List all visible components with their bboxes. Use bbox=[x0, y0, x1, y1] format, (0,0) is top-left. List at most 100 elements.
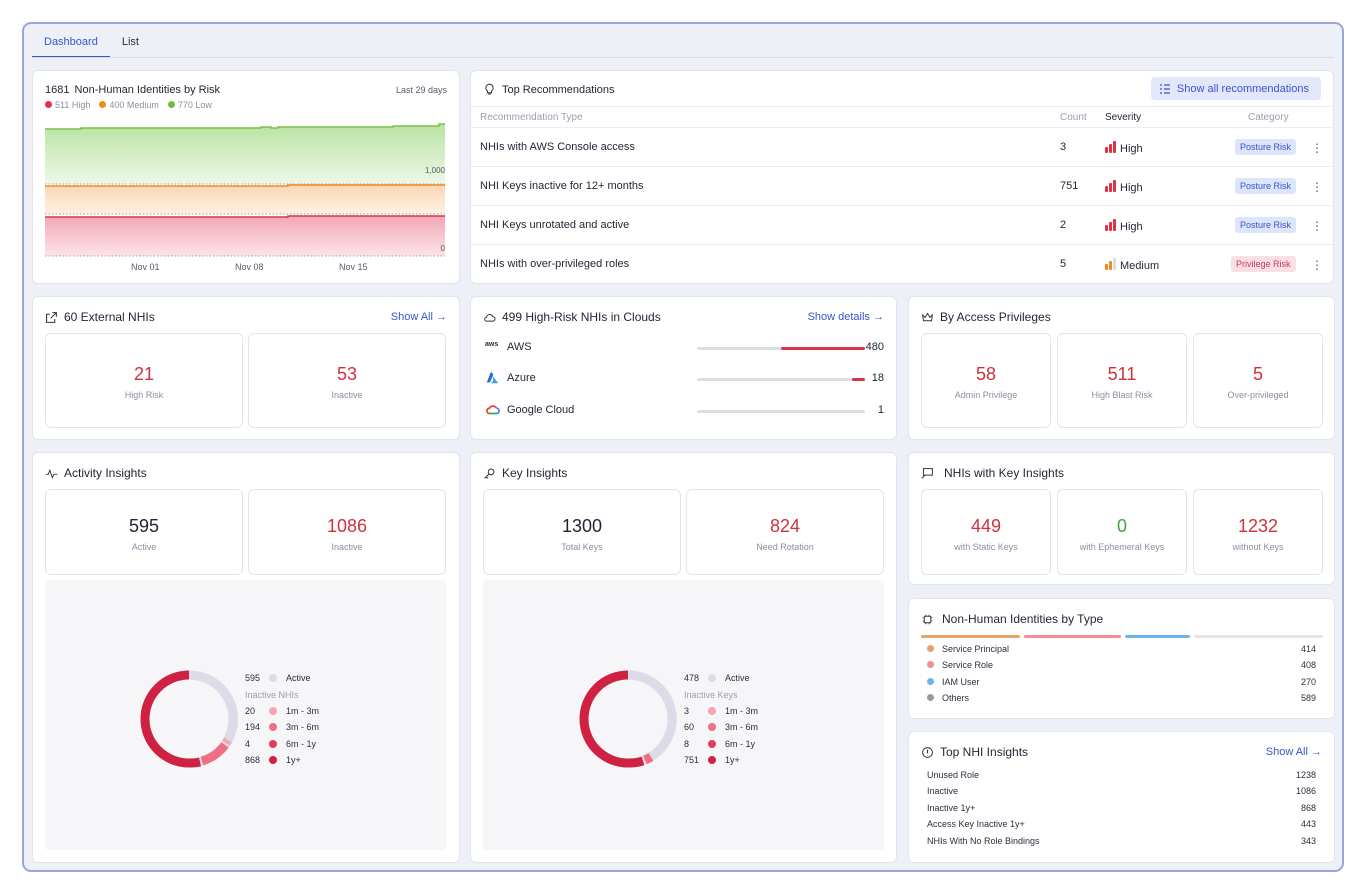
category-badge: Posture Risk bbox=[1235, 217, 1297, 233]
medium-area bbox=[45, 185, 445, 214]
crown-icon bbox=[921, 311, 934, 321]
list-item: Service Role 408 bbox=[927, 660, 1316, 670]
google-cloud-logo-icon bbox=[486, 405, 500, 415]
col-header-count: Count bbox=[1060, 112, 1087, 123]
cloud-row-azure[interactable]: Azure 18 bbox=[483, 369, 884, 391]
show-details-link[interactable]: Show details → bbox=[807, 311, 884, 323]
more-options-icon[interactable]: ⋮ bbox=[1311, 219, 1323, 233]
tab-bar: Dashboard List bbox=[32, 28, 151, 58]
legend-item: 4 6m - 1y bbox=[245, 739, 317, 749]
legend-item: 20 1m - 3m bbox=[245, 706, 320, 716]
more-options-icon[interactable]: ⋮ bbox=[1311, 141, 1323, 155]
category-badge: Posture Risk bbox=[1235, 139, 1297, 155]
legend-item-active: 478 Active bbox=[684, 673, 750, 683]
nhi-by-type-card: Non-Human Identities by Type Service Pri… bbox=[908, 598, 1335, 719]
aws-bar bbox=[697, 347, 865, 350]
stat-static-keys[interactable]: 449 with Static Keys bbox=[921, 489, 1051, 575]
stat-inactive[interactable]: 53 Inactive bbox=[248, 333, 446, 428]
type-bar-iam-user bbox=[1125, 635, 1190, 638]
legend-item: 868 1y+ bbox=[245, 755, 301, 765]
show-all-external-link[interactable]: Show All → bbox=[390, 311, 447, 323]
tab-dashboard[interactable]: Dashboard bbox=[32, 28, 110, 58]
x-label-nov01: Nov 01 bbox=[131, 262, 160, 272]
keys-donut-panel: 478 Active Inactive Keys 3 1m - 3m 60 3m - … bbox=[483, 580, 884, 850]
recommendations-title: Top Recommendations bbox=[483, 83, 615, 96]
list-item[interactable]: Inactive 1086 bbox=[927, 786, 1316, 796]
list-item: Others 589 bbox=[927, 693, 1316, 703]
more-options-icon[interactable]: ⋮ bbox=[1311, 258, 1323, 272]
table-row[interactable]: NHIs with AWS Console access 3 High Post… bbox=[471, 127, 1333, 166]
tab-divider bbox=[32, 57, 1334, 58]
severity-medium-icon bbox=[1105, 258, 1116, 270]
activity-insights-title: Activity Insights bbox=[45, 466, 147, 480]
cloud-row-google[interactable]: Google Cloud 1 bbox=[483, 401, 884, 423]
risk-area-chart bbox=[45, 123, 445, 257]
high-area bbox=[45, 216, 445, 256]
legend-item: 194 3m - 6m bbox=[245, 722, 320, 732]
activity-insights-card: Activity Insights 595 Active 1086 Inacti… bbox=[32, 452, 460, 863]
severity-medium: Medium bbox=[1105, 258, 1159, 272]
risk-legend: 511 High 400 Medium 770 Low bbox=[45, 100, 212, 110]
stat-total-keys[interactable]: 1300 Total Keys bbox=[483, 489, 681, 575]
risk-chart-card: 1681 Non-Human Identities by Risk Last 2… bbox=[32, 70, 460, 284]
legend-item: 8 6m - 1y bbox=[684, 739, 756, 749]
stat-admin-privilege[interactable]: 58 Admin Privilege bbox=[921, 333, 1051, 428]
date-range: Last 29 days bbox=[395, 85, 447, 95]
stat-without-keys[interactable]: 1232 without Keys bbox=[1193, 489, 1323, 575]
legend-medium: 400 Medium bbox=[99, 100, 159, 110]
show-all-recommendations-button[interactable]: Show all recommendations bbox=[1150, 77, 1321, 100]
cloud-icon bbox=[484, 313, 496, 322]
list-item[interactable]: Access Key Inactive 1y+ 443 bbox=[927, 819, 1316, 829]
high-line bbox=[45, 215, 445, 218]
external-nhis-title: 60 External NHIs bbox=[45, 310, 155, 324]
table-row[interactable]: NHIs with over-privileged roles 5 Medium… bbox=[471, 244, 1333, 283]
y-label-1000: 1,000 bbox=[424, 166, 445, 175]
category-badge: Privilege Risk bbox=[1231, 256, 1296, 272]
stat-ephemeral-keys[interactable]: 0 with Ephemeral Keys bbox=[1057, 489, 1187, 575]
stat-inactive[interactable]: 1086 Inactive bbox=[248, 489, 446, 575]
clouds-title: 499 High-Risk NHIs in Clouds bbox=[483, 310, 661, 324]
dashboard-frame: Dashboard List 1681 Non-Human Identities… bbox=[22, 22, 1344, 872]
list-item[interactable]: Inactive 1y+ 868 bbox=[927, 803, 1316, 813]
severity-high: High bbox=[1105, 180, 1143, 194]
category-badge: Posture Risk bbox=[1235, 178, 1297, 194]
type-bar-others bbox=[1194, 635, 1323, 638]
severity-high: High bbox=[1105, 219, 1143, 233]
risk-total: 1681 bbox=[45, 84, 70, 96]
stat-high-blast-risk[interactable]: 511 High Blast Risk bbox=[1057, 333, 1187, 428]
legend-item: 60 3m - 6m bbox=[684, 722, 759, 732]
list-item: Service Principal 414 bbox=[927, 644, 1316, 654]
tab-list[interactable]: List bbox=[121, 36, 139, 48]
stat-high-risk[interactable]: 21 High Risk bbox=[45, 333, 243, 428]
external-nhis-card: 60 External NHIs Show All → 21 High Risk… bbox=[32, 296, 460, 440]
recommendations-card: Top Recommendations Show all recommendat… bbox=[470, 70, 1334, 284]
y-label-0: 0 bbox=[440, 244, 445, 253]
azure-logo-icon bbox=[486, 371, 499, 384]
table-row[interactable]: NHI Keys unrotated and active 2 High Pos… bbox=[471, 205, 1333, 244]
cloud-row-aws[interactable]: aws AWS 480 bbox=[485, 341, 884, 353]
azure-bar bbox=[697, 378, 865, 381]
list-check-icon bbox=[1159, 83, 1170, 94]
list-item[interactable]: NHIs With No Role Bindings 343 bbox=[927, 836, 1316, 846]
severity-high-icon bbox=[1105, 219, 1116, 231]
col-header-type: Recommendation Type bbox=[480, 112, 583, 123]
legend-heading: Inactive NHIs bbox=[245, 690, 299, 700]
key-icon bbox=[484, 468, 495, 479]
more-options-icon[interactable]: ⋮ bbox=[1311, 180, 1323, 194]
show-all-insights-link[interactable]: Show All → bbox=[1265, 746, 1322, 758]
access-privileges-title: By Access Privileges bbox=[921, 310, 1051, 324]
table-row[interactable]: NHI Keys inactive for 12+ months 751 Hig… bbox=[471, 166, 1333, 205]
legend-low: 770 Low bbox=[167, 100, 212, 110]
stat-need-rotation[interactable]: 824 Need Rotation bbox=[686, 489, 884, 575]
nhis-key-insights-title: NHIs with Key Insights bbox=[921, 466, 1064, 480]
risk-title-text: Non-Human Identities by Risk bbox=[74, 84, 221, 96]
severity-high-icon bbox=[1105, 141, 1116, 153]
stat-over-privileged[interactable]: 5 Over-privileged bbox=[1193, 333, 1323, 428]
risk-chart-title: 1681 Non-Human Identities by Risk bbox=[45, 84, 220, 96]
list-item[interactable]: Unused Role 1238 bbox=[927, 770, 1316, 780]
stat-active[interactable]: 595 Active bbox=[45, 489, 243, 575]
legend-item: 3 1m - 3m bbox=[684, 706, 759, 716]
top-nhi-insights-card: Top NHI Insights Show All → Unused Role 1… bbox=[908, 731, 1335, 863]
activity-pulse-icon bbox=[45, 468, 58, 479]
google-cloud-bar bbox=[697, 410, 865, 413]
